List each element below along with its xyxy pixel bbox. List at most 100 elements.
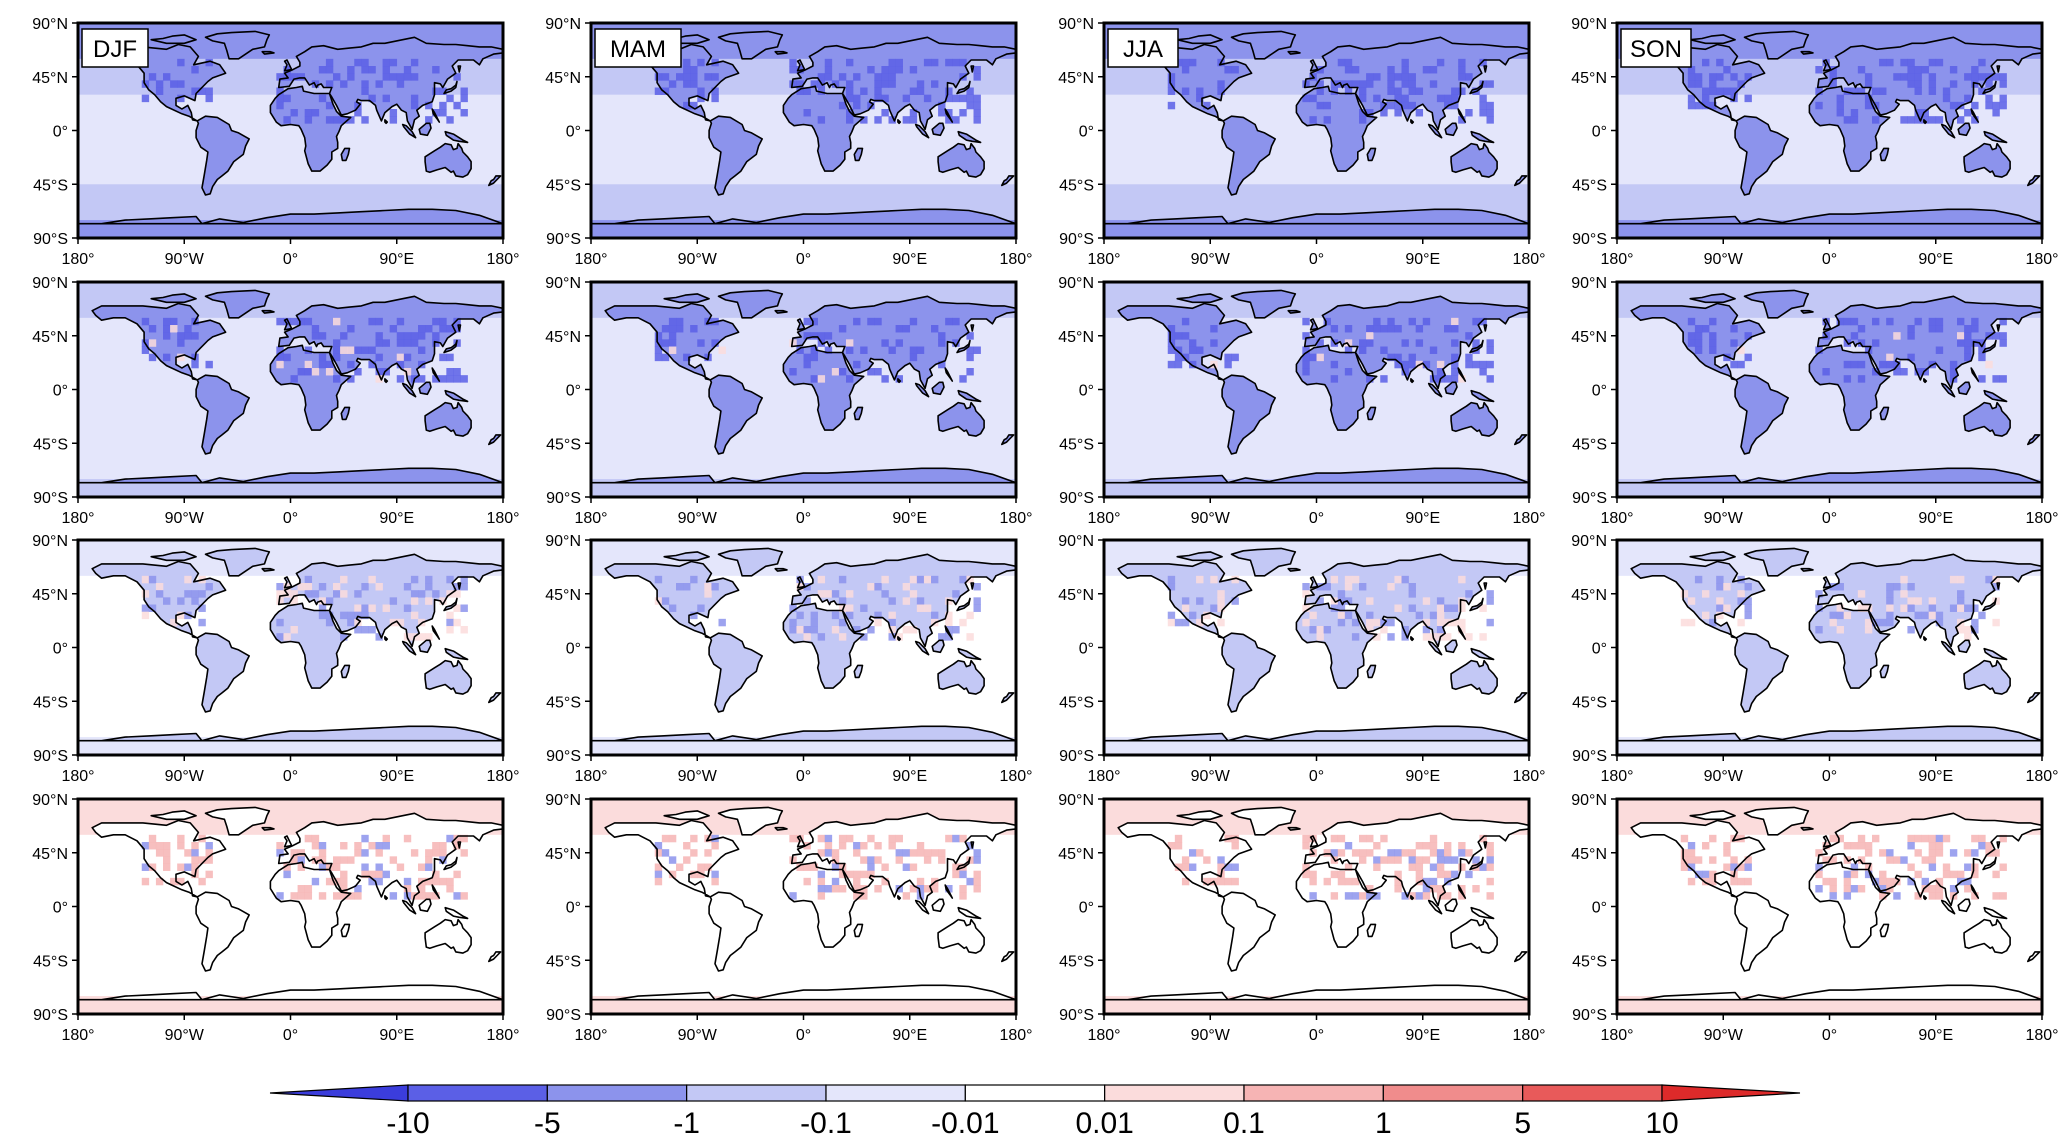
land-field [402,900,416,914]
field-cell [838,633,847,641]
field-cell [1978,339,1986,347]
field-cell [354,604,362,612]
field-cell [973,73,981,81]
lat-tick-label: 45°N [545,70,581,87]
coastline [717,547,784,577]
coastline [401,640,417,656]
field-cell [184,849,192,857]
land-field [1304,37,1529,130]
lon-tick-label: 180° [574,510,607,527]
lon-tick-label: 90°E [1405,251,1440,268]
coastline [931,639,945,654]
field-cell [361,66,369,74]
coastline [1483,65,1488,73]
field-cell [382,58,390,67]
field-cell [1401,633,1409,641]
coastline [78,984,503,1001]
field-cell [1971,317,1979,326]
field-cell [205,849,213,857]
field-cell [853,877,861,886]
field-cell [1309,611,1317,620]
field-cell [1486,346,1494,354]
field-cell [382,368,390,376]
field-cell [432,339,440,347]
field-cell [1879,892,1887,900]
coastline [1743,547,1810,577]
field-cell [654,575,663,584]
field-cell [853,73,861,81]
land-field [664,551,710,561]
field-cell [1857,375,1866,383]
field-cell [340,116,348,124]
field-cell [1366,109,1374,117]
field-cell [796,863,804,871]
field-cell [697,339,705,347]
field-cell [697,58,705,67]
field-cell [333,375,341,383]
field-cell [1886,583,1894,591]
field-cell [1479,360,1487,369]
field-cell [304,575,313,584]
field-cell [1914,597,1922,605]
field-cell [453,892,461,900]
field-cell [931,58,939,67]
land-field [1428,383,1442,397]
field-cell [1815,885,1823,893]
lon-tick-label: 90°W [1191,768,1231,785]
field-cell [697,87,705,95]
land-field [1744,548,1809,576]
field-cell [1964,73,1972,81]
field-cell [410,73,419,81]
field-cell [368,575,376,584]
coastline [431,367,441,382]
field-cell [347,892,355,900]
coastline [1230,30,1297,60]
coastline [1734,632,1789,713]
field-cell [789,339,797,347]
field-cell [931,849,939,857]
field-cell [439,856,447,864]
field-cell [1465,332,1473,340]
colorbar-tick-label: -10 [386,1107,429,1140]
field-cell [1964,604,1972,612]
field-cell [704,590,712,598]
field-cell [290,892,298,900]
field-cell [418,633,426,641]
field-cell [1436,885,1445,893]
field-cell [453,618,461,627]
field-cell [1928,597,1937,605]
ocean-band [591,479,1016,497]
field-cell [1451,325,1459,333]
field-cell [846,94,854,103]
field-cell [1373,94,1381,103]
lon-tick-label: 90°E [1405,768,1440,785]
field-cell [789,626,797,634]
field-cell [1429,834,1438,843]
field-cell [1928,856,1937,864]
field-cell [375,849,383,857]
land-field [1617,468,2042,483]
field-cell [347,66,355,74]
field-cell [389,325,398,333]
field-cell [1486,618,1494,627]
field-cell [1737,360,1745,369]
field-cell [1971,626,1979,634]
field-cell [410,101,419,110]
field-cell [1189,58,1197,67]
ocean-band [591,282,1016,301]
lon-tick-label: 90°W [1704,251,1744,268]
coastline [444,906,469,920]
coastline [1970,108,1980,123]
field-cell [347,346,355,354]
coastline [384,119,389,125]
field-cell [1401,360,1409,369]
field-cell [1429,877,1438,886]
ocean-band [1617,540,2042,559]
field-cell [389,597,398,605]
field-cell [297,856,305,864]
field-cell [1694,80,1703,88]
field-cell [1351,66,1360,74]
field-cell [304,834,313,843]
land-field [1222,375,1276,454]
